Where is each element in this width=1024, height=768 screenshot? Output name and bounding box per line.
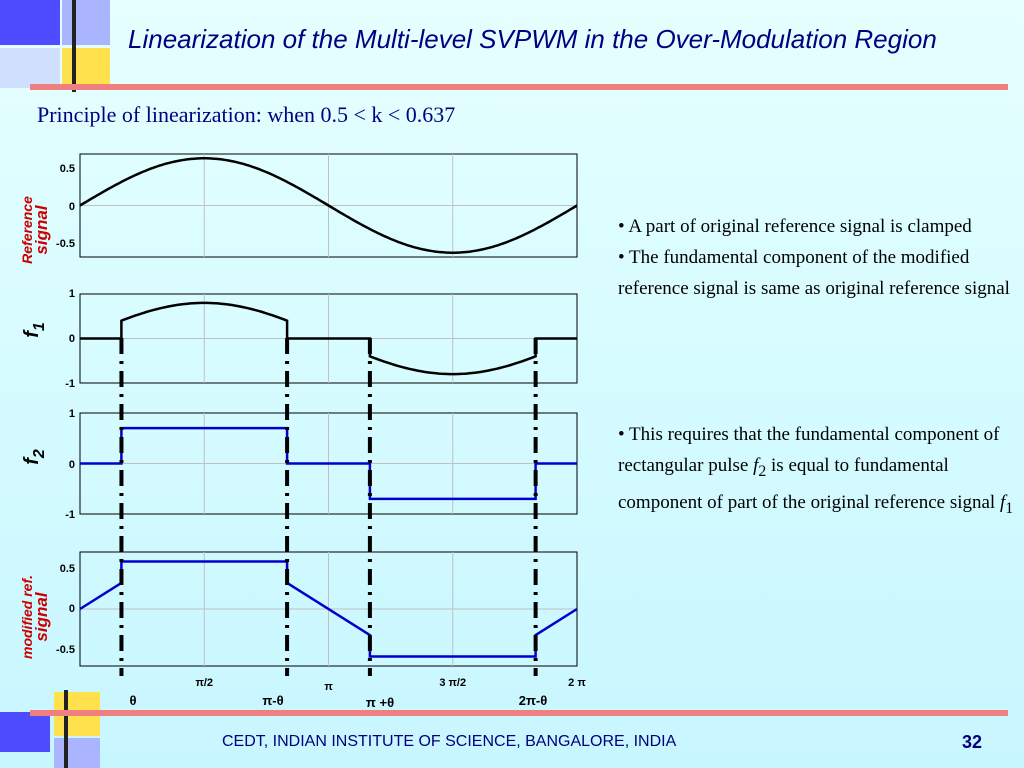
ylabel-4: modified ref.signal [19,575,51,659]
ylabel-line-4-1: modified ref. [19,575,35,659]
deco-square-pale-top [0,48,60,88]
ytick-label-1-3: -0.5 [56,238,75,250]
deco-square-yellow-top [62,48,110,88]
ylabel-2: f1 [21,322,48,338]
bullet-requires-mid: is equal to fundamental component of par… [618,455,1000,513]
marker-label-1: θ [129,693,136,708]
ytick-label-3-1: 1 [69,408,75,420]
bullet-list-1: • A part of original reference signal is… [618,211,1018,304]
bullet-fundamental: • The fundamental component of the modif… [618,247,1010,299]
ytick-label-1-2: 0 [69,201,75,213]
slide-title: Linearization of the Multi-level SVPWM i… [128,24,937,54]
marker-label-3: π +θ [366,695,394,710]
xtick-label-2: π [324,681,333,693]
bullet-symbol-f2: f [753,455,759,476]
signal-plots: 0.50-0.5Referencesignal10-1f110-1f20.50-… [19,153,586,710]
deco-square-lightblue-top [62,0,110,45]
title-rule [30,84,1008,90]
page-number: 32 [962,732,983,752]
ylabel-3: f2 [21,449,48,465]
ylabel-line-1-1: Reference [19,196,35,264]
footer-rule [30,710,1008,716]
bullet-requires: • This requires that the fundamental com… [618,419,1018,524]
ylabel-line-4-2: signal [32,591,51,641]
ylabel-text-3: f2 [21,449,48,465]
ytick-label-4-2: 0 [69,603,75,615]
slide-subtitle: Principle of linearization: when 0.5 < k… [37,102,456,127]
ytick-label-2-3: -1 [65,378,75,390]
series-line-1 [79,157,578,254]
marker-label-2: π-θ [262,693,283,708]
deco-bar-vertical-top [72,0,76,92]
deco-square-blue-bottom [0,712,50,752]
ytick-label-2-2: 0 [69,333,75,345]
ytick-label-3-2: 0 [69,459,75,471]
xtick-label-3: 3 π/2 [439,677,466,689]
bullet-symbol-f2-sub: 2 [758,462,767,480]
series-line-2 [80,301,577,376]
ytick-label-3-3: -1 [65,509,75,521]
bullet-requires-prefix: • This requires that the fundamental com… [618,424,1000,476]
ylabel-text-2: f1 [21,322,48,338]
ytick-label-1-1: 0.5 [60,163,75,175]
ylabel-line-1-2: signal [32,204,51,254]
deco-square-blue-top [0,0,60,45]
marker-label-4: 2π-θ [519,693,548,708]
ytick-label-4-1: 0.5 [60,563,75,575]
bullet-list-2: • This requires that the fundamental com… [618,419,1018,524]
xtick-label-4: 2 π [568,677,586,689]
ytick-label-2-1: 1 [69,288,75,300]
bullet-symbol-f1: f [999,491,1006,513]
ytick-label-4-3: -0.5 [56,644,75,656]
deco-square-lightblue-bottom [54,738,100,768]
bullet-clamped: • A part of original reference signal is… [618,216,972,237]
deco-bar-vertical-bottom [64,690,68,768]
footer-institution: CEDT, INDIAN INSTITUTE OF SCIENCE, BANGA… [222,733,677,750]
xtick-label-1: π/2 [195,677,213,689]
bullet-symbol-f1-sub: 1 [1005,499,1014,517]
